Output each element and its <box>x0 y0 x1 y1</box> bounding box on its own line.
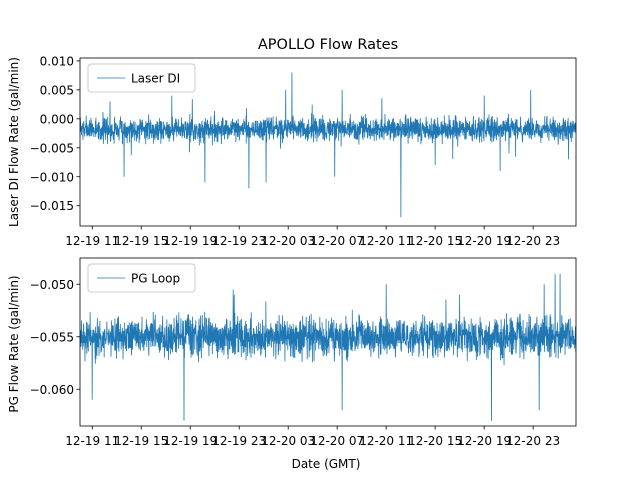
x-axis-label: Date (GMT) <box>292 457 361 471</box>
series-line-laser-di <box>80 72 576 218</box>
x-tick-label: 12-20 15 <box>408 434 462 448</box>
legend-label: Laser DI <box>131 72 180 86</box>
y-tick-label: −0.005 <box>30 141 74 155</box>
axes-frame <box>79 257 577 427</box>
x-tick-label: 12-19 19 <box>163 434 217 448</box>
y-tick-label: −0.055 <box>30 330 74 344</box>
x-tick-label: 12-19 11 <box>65 234 119 248</box>
x-tick-label: 12-20 23 <box>506 234 560 248</box>
x-tick-label: 12-19 23 <box>212 434 266 448</box>
legend-box <box>87 263 196 293</box>
y-tick-label: −0.010 <box>30 170 74 184</box>
y-tick-label: 0.000 <box>40 112 74 126</box>
x-tick-label: 12-20 03 <box>261 234 315 248</box>
x-tick-label: 12-20 11 <box>359 434 413 448</box>
x-tick-label: 12-20 11 <box>359 234 413 248</box>
laser-di-panel: 0.010 0.005 0.000 −0.005 −0.010 −0.015 12-19 1… <box>7 54 577 248</box>
y-tick-label: −0.015 <box>30 199 74 213</box>
x-tick-label: 12-19 15 <box>114 434 168 448</box>
y-tick-label: 0.010 <box>40 54 74 68</box>
x-tick-label: 12-19 23 <box>212 234 266 248</box>
x-tick-label: 12-19 11 <box>65 434 119 448</box>
x-tick-label: 12-20 07 <box>310 434 364 448</box>
y-tick-label: 0.005 <box>40 83 74 97</box>
x-tick-label: 12-19 19 <box>163 234 217 248</box>
legend-label: PG Loop <box>131 272 180 286</box>
y-axis-label: PG Flow Rate (gal/min) <box>7 275 21 412</box>
axes-frame <box>79 57 577 227</box>
series-line-pg-loop <box>80 273 576 421</box>
x-tick-label: 12-20 15 <box>408 234 462 248</box>
x-tick-label: 12-20 19 <box>457 234 511 248</box>
y-tick-label: −0.050 <box>30 278 74 292</box>
legend-box <box>87 63 196 93</box>
x-tick-label: 12-19 15 <box>114 234 168 248</box>
x-tick-label: 12-20 19 <box>457 434 511 448</box>
x-tick-label: 12-20 07 <box>310 234 364 248</box>
y-tick-label: −0.060 <box>30 383 74 397</box>
chart-title: APOLLO Flow Rates <box>258 37 398 53</box>
y-axis-label: Laser DI Flow Rate (gal/min) <box>7 57 21 227</box>
x-tick-label: 12-20 03 <box>261 434 315 448</box>
x-tick-label: 12-20 23 <box>506 434 560 448</box>
